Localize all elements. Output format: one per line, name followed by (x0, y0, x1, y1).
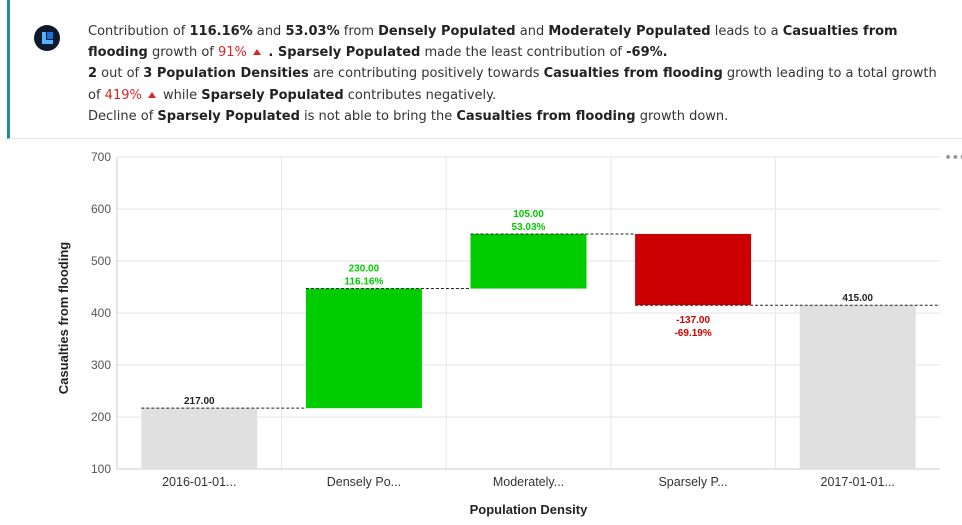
y-tick-label: 700 (91, 150, 111, 164)
y-tick-label: 300 (91, 358, 111, 372)
waterfall-bar (799, 305, 916, 469)
y-tick-label: 100 (91, 462, 111, 476)
insight-panel: Contribution of 116.16% and 53.03% from … (7, 0, 962, 139)
y-axis-title: Casualties from flooding (56, 242, 71, 394)
y-tick-label: 400 (91, 306, 111, 320)
waterfall-chart: 100 200 300 400 500 600 700 217.00 230.00 116.16%… (56, 150, 940, 517)
growth-percent: 91% (218, 45, 247, 61)
y-tick-label: 600 (91, 202, 111, 216)
bar-percent-label: 116.16% (344, 277, 383, 288)
bar-value-label: 415.00 (842, 293, 873, 304)
increase-arrow-icon (147, 91, 156, 98)
waterfall-bar (635, 233, 752, 306)
more-options-icon[interactable]: ••• (944, 150, 962, 166)
increase-arrow-icon (252, 49, 261, 56)
y-tick-label: 500 (91, 254, 111, 268)
bar-percent-label: -69.19% (674, 328, 711, 339)
insight-summary-text: Contribution of 116.16% and 53.03% from … (88, 21, 948, 127)
waterfall-bar (305, 288, 422, 409)
total-growth-percent: 419% (104, 87, 142, 103)
insight-line-2: 2 out of 3 Population Densities are cont… (88, 66, 937, 103)
bar-value-label: 217.00 (184, 396, 215, 407)
y-tick-label: 200 (91, 410, 111, 424)
x-tick-label: 2016-01-01... (162, 475, 236, 489)
insight-line-3: Decline of Sparsely Populated is not abl… (88, 108, 729, 124)
waterfall-bar (141, 408, 258, 469)
x-tick-label: Densely Po... (327, 475, 401, 489)
bar-value-label: 105.00 (513, 209, 544, 220)
x-tick-label: Sparsely P... (658, 475, 727, 489)
x-tick-label: Moderately... (493, 475, 564, 489)
x-axis-title: Population Density (470, 502, 589, 517)
insight-line-1: Contribution of 116.16% and 53.03% from … (88, 24, 898, 61)
app-logo-icon (34, 25, 60, 51)
bar-percent-label: 53.03% (512, 222, 546, 233)
bar-value-label: 230.00 (349, 264, 380, 275)
x-tick-label: 2017-01-01... (821, 475, 895, 489)
bar-value-label: -137.00 (676, 315, 710, 326)
waterfall-bar (470, 233, 587, 289)
